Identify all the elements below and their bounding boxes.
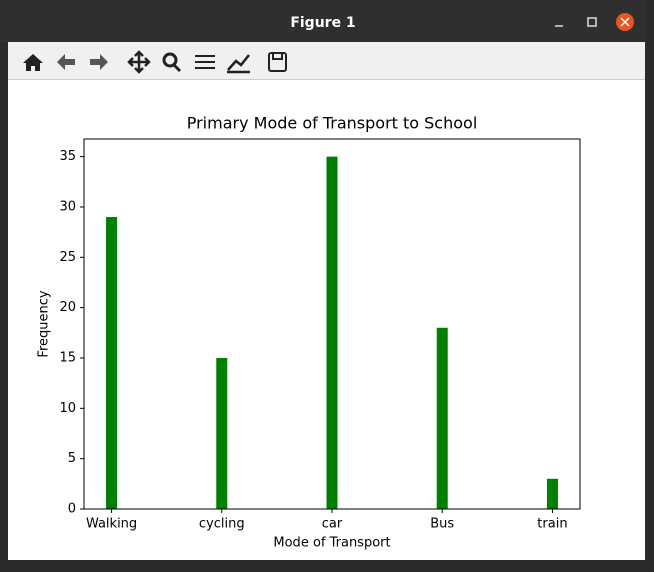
- y-tick-label: 5: [68, 451, 76, 466]
- axes-frame: [83, 138, 581, 510]
- y-tick-label: 30: [59, 199, 76, 214]
- x-axis-label: Mode of Transport: [273, 536, 390, 551]
- toolbar: [8, 42, 645, 80]
- close-button[interactable]: [616, 13, 634, 31]
- y-tick-label: 0: [68, 502, 76, 517]
- bar: [106, 217, 118, 509]
- y-tick-label: 25: [59, 250, 76, 265]
- x-tick-label: cycling: [199, 517, 245, 532]
- pan-button[interactable]: [127, 50, 151, 74]
- title-bar: [0, 0, 646, 42]
- subplots-button[interactable]: [195, 55, 215, 69]
- back-button[interactable]: [57, 54, 75, 70]
- x-tick-label: train: [537, 517, 567, 532]
- y-tick-label: 20: [59, 300, 76, 315]
- x-tick-label: car: [322, 517, 343, 532]
- maximize-button[interactable]: [587, 17, 597, 27]
- chart-title: Primary Mode of Transport to School: [187, 114, 478, 133]
- x-tick-label: Walking: [86, 517, 137, 532]
- y-axis-label: Frequency: [37, 290, 52, 357]
- x-tick-label: Bus: [430, 517, 454, 532]
- bar: [326, 156, 338, 509]
- toolbar-icons: [23, 50, 287, 74]
- y-tick-label: 35: [59, 149, 76, 164]
- axes-button[interactable]: [227, 54, 250, 74]
- plot: 0 5 10 15 20 25 30 35 Walking cycling car Bus train: [59, 149, 567, 531]
- bar: [436, 327, 448, 509]
- forward-button[interactable]: [90, 54, 108, 70]
- bar: [216, 357, 228, 509]
- zoom-button[interactable]: [162, 52, 182, 73]
- bar: [546, 478, 558, 509]
- home-button[interactable]: [23, 54, 43, 71]
- save-button[interactable]: [268, 52, 287, 72]
- y-tick-label: 15: [59, 350, 76, 365]
- window-title: Figure 1: [290, 15, 355, 31]
- y-tick-label: 10: [59, 401, 76, 416]
